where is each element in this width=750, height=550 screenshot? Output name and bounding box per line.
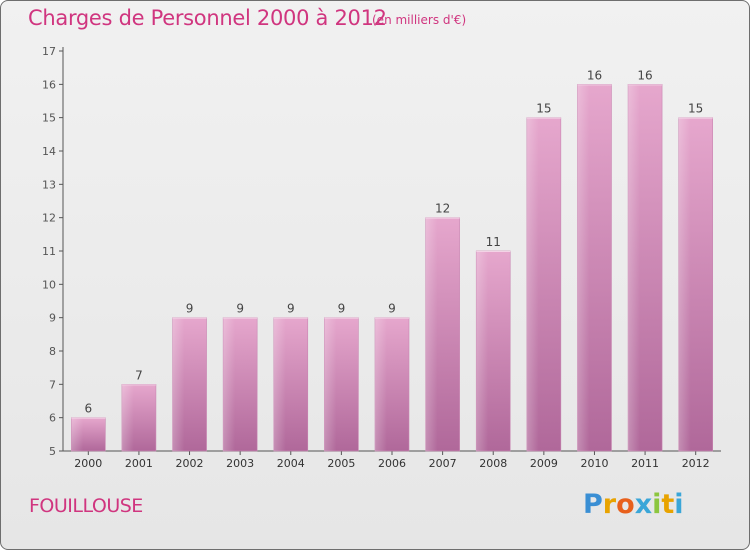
- y-tick-label: 5: [49, 445, 56, 458]
- bar-highlight: [223, 317, 236, 451]
- chart-title: Charges de Personnel 2000 à 2012: [28, 6, 387, 30]
- chart-subtitle: (en milliers d'€): [372, 13, 467, 27]
- y-tick-label: 14: [42, 145, 56, 158]
- bar-highlight: [476, 251, 489, 451]
- data-label: 9: [388, 302, 396, 316]
- data-label: 11: [486, 235, 501, 249]
- logo-letter: x: [634, 489, 653, 520]
- x-tick-label: 2001: [125, 457, 153, 470]
- bars: [71, 84, 713, 452]
- bar-highlight: [425, 217, 438, 451]
- logo-letter: t: [661, 489, 675, 520]
- y-tick-label: 7: [49, 378, 56, 391]
- x-tick-label: 2010: [580, 457, 608, 470]
- data-label: 6: [84, 402, 92, 416]
- data-label: 9: [186, 302, 194, 316]
- bar-highlight: [375, 317, 387, 451]
- data-label: 7: [135, 368, 143, 382]
- data-labels: 6 7 9 9 9 9 9 12 11 15 16 16 15: [84, 68, 703, 415]
- x-tick-label: 2003: [226, 457, 254, 470]
- data-label: 16: [587, 68, 602, 82]
- y-tick-label: 13: [42, 178, 56, 191]
- data-label: 9: [287, 302, 295, 316]
- logo-letter: r: [602, 489, 617, 520]
- bar-highlight: [121, 384, 134, 451]
- bar-highlight: [71, 417, 84, 451]
- logo-letter: i: [652, 489, 662, 520]
- x-tick-label: 2000: [74, 457, 102, 470]
- x-tick-label: 2002: [176, 457, 204, 470]
- commune-name: FOUILLOUSE: [29, 495, 143, 517]
- data-label: 15: [688, 102, 703, 116]
- y-tick-label: 11: [42, 245, 56, 258]
- x-tick-label: 2007: [429, 457, 457, 470]
- proxiti-logo: Proxiti: [583, 489, 684, 520]
- bar-highlight: [678, 117, 691, 452]
- x-tick-label: 2012: [682, 457, 710, 470]
- x-tick-label: 2009: [530, 457, 558, 470]
- y-tick-label: 10: [42, 278, 56, 291]
- y-tick-label: 12: [42, 212, 56, 225]
- y-tick-label: 17: [42, 45, 56, 58]
- bar-highlight: [273, 317, 286, 451]
- logo-letter: i: [674, 489, 684, 520]
- bar-highlight: [172, 317, 185, 451]
- data-label: 12: [435, 202, 450, 216]
- logo-letter: P: [583, 489, 603, 520]
- y-tick-label: 6: [49, 412, 56, 425]
- y-tick-label: 15: [42, 112, 56, 125]
- y-tick-label: 16: [42, 78, 56, 91]
- data-label: 9: [338, 302, 346, 316]
- bar-highlight: [324, 317, 337, 451]
- x-tick-label: 2008: [479, 457, 507, 470]
- y-tick-label: 8: [49, 345, 56, 358]
- bar-highlight: [577, 84, 590, 451]
- data-label: 16: [637, 68, 652, 82]
- bar-highlight: [526, 117, 539, 452]
- y-tick-label: 9: [49, 312, 56, 325]
- axes: 5 6 7 8 9 10 11 12 13 14 15 16 17 2000 2001 2002 2003 200…: [42, 45, 721, 470]
- data-label: 15: [536, 102, 551, 116]
- x-tick-label: 2004: [277, 457, 305, 470]
- x-tick-label: 2005: [327, 457, 355, 470]
- x-tick-label: 2011: [631, 457, 659, 470]
- bar-highlight: [628, 84, 640, 451]
- logo-letter: o: [616, 489, 635, 520]
- x-tick-label: 2006: [378, 457, 406, 470]
- data-label: 9: [236, 302, 244, 316]
